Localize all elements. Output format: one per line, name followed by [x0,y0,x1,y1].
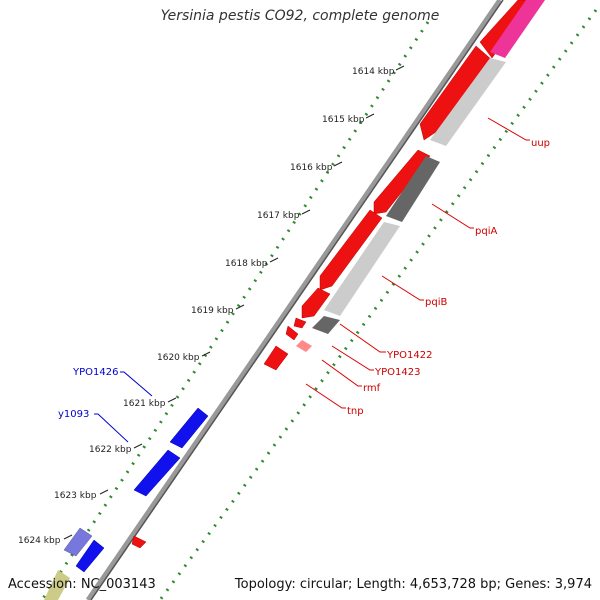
tick-label: 1618 kbp [225,259,268,269]
gene-feature-purple[interactable] [63,527,93,557]
label-tnp[interactable]: tnp [347,406,364,417]
tick-mark [133,443,143,449]
label-YPO1423[interactable]: YPO1423 [374,367,420,378]
tick-label: 1621 kbp [123,399,166,409]
feature-pink[interactable] [490,0,545,58]
tick-mark [63,534,73,540]
forward-strand-genes [44,407,209,600]
feature-lightgrey[interactable] [430,58,506,146]
genome-summary-text: Topology: circular; Length: 4,653,728 bp… [234,577,592,592]
label-pqiB[interactable]: pqiB [425,297,447,308]
inner-lane-features [296,0,545,352]
tick-label: 1623 kbp [54,491,97,501]
label-pqiA[interactable]: pqiA [475,226,497,237]
tick-label: 1615 kbp [322,115,365,125]
tick-mark [395,65,405,71]
leader-pqiB [381,275,424,301]
gene-YPO1426-arrow[interactable] [169,407,209,449]
inner-dotted-ruler [158,9,598,600]
label-leaders [94,117,530,443]
gene-feature-arrow-blue[interactable] [75,539,105,573]
tick-mark [333,161,343,167]
leader-rmf [321,359,362,387]
tick-mark [301,209,311,215]
tick-label: 1617 kbp [257,211,300,221]
tick-mark [269,257,279,263]
label-rmf[interactable]: rmf [363,383,381,394]
gene-rmf-arrow[interactable] [285,325,299,341]
tick-label: 1622 kbp [89,445,132,455]
tick-label: 1620 kbp [157,353,200,363]
tick-mark [365,113,375,119]
leader-y1093 [94,413,129,443]
gene-feature-arrow[interactable] [419,45,493,141]
feature-darkgrey[interactable] [386,156,440,222]
gene-y1093-arrow[interactable] [133,449,181,497]
feature-darkgrey[interactable] [312,316,340,334]
label-y1093[interactable]: y1093 [58,409,89,420]
leader-YPO1426 [120,371,153,397]
leader-pqiA [431,203,474,229]
tick-label: 1619 kbp [191,306,234,316]
tick-mark [99,489,109,495]
genome-backbone-shadow [90,0,504,600]
leader-YPO1423 [331,345,374,371]
gene-YPO1423-arrow[interactable] [293,317,307,329]
tick-label: 1624 kbp [18,536,61,546]
outer-dotted-ruler [40,21,430,600]
leader-tnp [305,383,346,409]
tick-mark [167,397,177,403]
feature-lightgrey[interactable] [324,222,400,316]
genome-backbone [85,0,503,600]
feature-pink-light[interactable] [296,340,312,352]
gene-YPO1422-arrow[interactable] [301,287,331,319]
gene-small-arrow[interactable] [131,535,147,549]
tick-group: 1614 kbp 1615 kbp 1616 kbp 1617 kbp 1618… [18,65,405,546]
leader-YPO1422 [339,323,386,353]
label-uup[interactable]: uup [531,138,550,149]
gene-feature-olive[interactable] [44,570,70,600]
gene-pqiB-arrow[interactable] [319,209,383,291]
gene-pqiA-arrow[interactable] [373,149,431,215]
label-YPO1422[interactable]: YPO1422 [386,350,432,361]
label-YPO1426[interactable]: YPO1426 [72,367,118,378]
gene-labels: uup pqiA pqiB YPO1422 YPO1423 rmf tnp YP… [58,138,550,420]
accession-text: Accession: NC_003143 [8,577,156,592]
map-title: Yersinia pestis CO92, complete genome [160,8,440,24]
gene-tnp-arrow[interactable] [263,345,289,371]
tick-mark [235,304,245,310]
tick-mark [201,351,211,357]
tick-label: 1614 kbp [352,67,395,77]
leader-uup [487,117,530,141]
tick-label: 1616 kbp [290,163,333,173]
